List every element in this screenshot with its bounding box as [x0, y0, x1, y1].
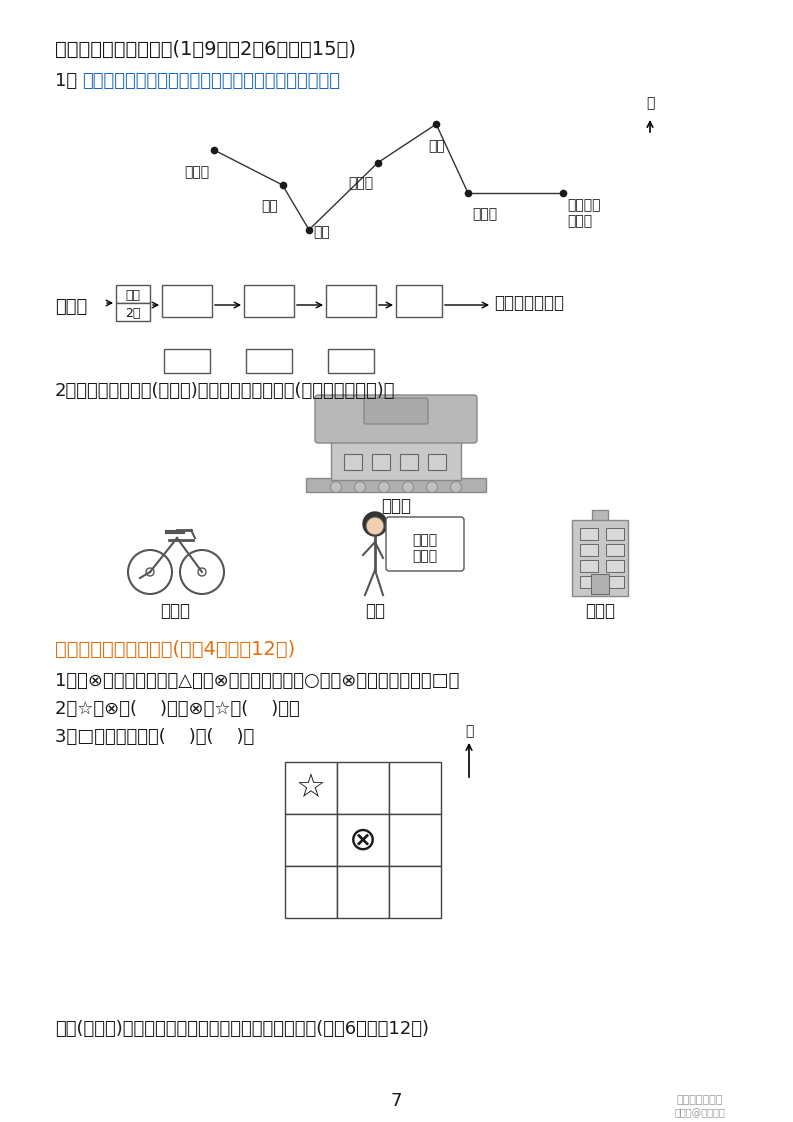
Text: 2．☆在⊗的(    )面，⊗在☆的(    )面。: 2．☆在⊗的( )面，⊗在☆的( )面。 [55, 700, 300, 718]
Text: 北: 北 [646, 96, 654, 110]
Bar [372, 454, 390, 470]
Bar [606, 560, 624, 572]
Text: 图书馆: 图书馆 [585, 603, 615, 620]
Bar [572, 519, 628, 596]
Bar [326, 285, 376, 318]
Bar [592, 511, 608, 522]
Bar [580, 560, 598, 572]
Bar [328, 349, 374, 373]
Text: ⊗: ⊗ [349, 824, 377, 856]
Bar [164, 349, 210, 373]
Bar [389, 762, 441, 813]
Bar [246, 349, 292, 373]
Bar [162, 285, 212, 318]
Text: 1．在⊗的东南面画一个△，在⊗的西南面画一个○，在⊗的东北面画一个□。: 1．在⊗的东南面画一个△，在⊗的西南面画一个○，在⊗的东北面画一个□。 [55, 672, 459, 690]
Text: 商场: 商场 [428, 139, 445, 154]
Circle shape [427, 481, 438, 493]
Bar [606, 576, 624, 588]
Bar [285, 762, 337, 813]
Text: 六、填一填、圈一圈。(1题9分，2题6分，共15分): 六、填一填、圈一圈。(1题9分，2题6分，共15分) [55, 40, 356, 59]
Bar [337, 762, 389, 813]
Bar [580, 576, 598, 588]
Bar [428, 454, 446, 470]
Text: 中小学满分学苑: 中小学满分学苑 [676, 1095, 723, 1105]
Text: 北: 北 [465, 724, 473, 738]
Text: 少年宫: 少年宫 [472, 206, 497, 221]
Text: 摩托车: 摩托车 [160, 603, 190, 620]
Bar [285, 866, 337, 918]
Text: 小明家: 小明家 [55, 298, 87, 316]
Bar [116, 285, 150, 303]
Circle shape [354, 481, 366, 493]
Circle shape [366, 517, 384, 535]
Text: 3．□的西南方向有(    )和(    )。: 3．□的西南方向有( )和( )。 [55, 728, 255, 746]
Circle shape [363, 512, 387, 536]
Text: 我面向
西方。: 我面向 西方。 [412, 533, 438, 563]
Text: 八、(变式题)根据动物园部分场馆的位置示意图填空。(每题6分，共12分): 八、(变式题)根据动物园部分场馆的位置示意图填空。(每题6分，共12分) [55, 1020, 429, 1038]
Bar [396, 285, 442, 318]
Text: 广场: 广场 [313, 224, 330, 239]
Bar [116, 303, 150, 321]
Circle shape [331, 481, 342, 493]
Text: 2．摩托车在小芳的(南、北)面，在小芳北面的是(摩托车、图书馆)。: 2．摩托车在小芳的(南、北)面，在小芳北面的是(摩托车、图书馆)。 [55, 381, 396, 401]
Bar [591, 574, 609, 594]
FancyBboxPatch shape [306, 478, 486, 493]
Bar [606, 528, 624, 540]
Text: 东南: 东南 [125, 288, 140, 302]
Text: 七、画一画，填一填。(每题4分，共12分): 七、画一画，填一填。(每题4分，共12分) [55, 640, 295, 659]
Bar [580, 544, 598, 557]
Text: 7: 7 [390, 1092, 402, 1110]
FancyBboxPatch shape [315, 395, 477, 443]
Bar [244, 285, 294, 318]
Circle shape [403, 481, 413, 493]
Text: 体育馆: 体育馆 [349, 176, 374, 191]
Circle shape [378, 481, 389, 493]
Text: 1．: 1． [55, 72, 77, 90]
Text: 红海湾帆板赛场: 红海湾帆板赛场 [494, 294, 564, 312]
Bar [606, 544, 624, 557]
Bar [344, 454, 362, 470]
Text: ☆: ☆ [296, 772, 326, 804]
Bar [337, 866, 389, 918]
Text: 搜狐号@财精讲斗: 搜狐号@财精讲斗 [675, 1109, 726, 1118]
FancyBboxPatch shape [364, 398, 428, 424]
Bar [400, 454, 418, 470]
FancyBboxPatch shape [386, 517, 464, 571]
Bar [331, 427, 461, 480]
Bar [389, 866, 441, 918]
Text: 2站: 2站 [125, 306, 140, 320]
Text: 小芳: 小芳 [365, 603, 385, 620]
Text: 公园: 公园 [262, 199, 278, 213]
Text: 红海湾帆
板赛场: 红海湾帆 板赛场 [568, 197, 601, 228]
Bar [337, 813, 389, 866]
Text: 小明家: 小明家 [185, 165, 209, 178]
Circle shape [450, 481, 462, 493]
Text: 下面是小明从家出发到红海湾帆板赛场的乘车路线图。: 下面是小明从家出发到红海湾帆板赛场的乘车路线图。 [82, 72, 340, 90]
Text: 体育馆: 体育馆 [381, 497, 411, 515]
Bar [285, 813, 337, 866]
Bar [580, 528, 598, 540]
Bar [389, 813, 441, 866]
